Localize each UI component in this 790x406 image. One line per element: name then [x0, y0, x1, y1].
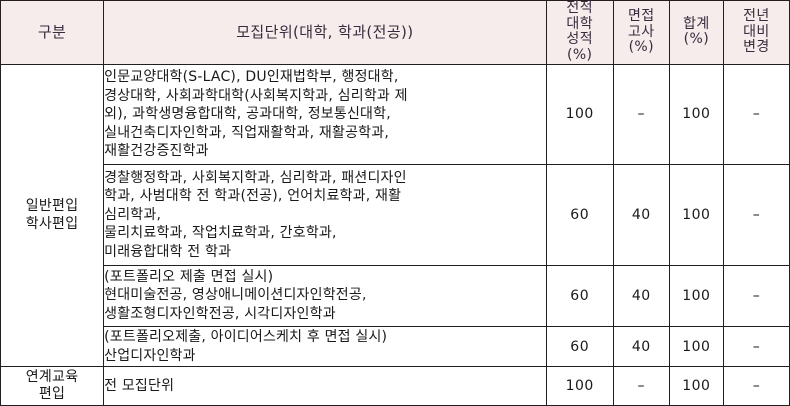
table-row: 연계교육 편입 전 모집단위 100 – 100 –	[0, 366, 790, 406]
unit-cell: 경찰행정학과, 사회복지학과, 심리학과, 패션디자인 학과, 사범대학 전 학…	[103, 164, 547, 266]
category-line-2: 학사편입	[25, 215, 79, 232]
change-value: –	[722, 164, 790, 266]
unit-line: (포트폴리오제출, 아이디어스케치 후 면접 실시)	[104, 328, 388, 345]
total-stack: 합계 (%)	[670, 15, 723, 48]
column-header-prev-score: 전적 대학 성적 (%)	[545, 0, 614, 65]
column-header-change: 전년 대비 변경	[722, 0, 790, 65]
unit-line: 현대미술전공, 영상애니메이션디자인학전공,	[104, 287, 367, 304]
column-header-gubun: 구분	[0, 0, 105, 65]
interview-value: 40	[612, 164, 670, 266]
table-header: 구분 모집단위(대학, 학과(전공)) 전적 대학 성적 (%) 면접 고사 (…	[0, 0, 790, 65]
unit-line: 실내건축디자인학과, 직업재활학과, 재활공학과,	[104, 124, 389, 141]
total-line-2: (%)	[683, 31, 710, 48]
unit-line: 경찰행정학과, 사회복지학과, 심리학과, 패션디자인	[104, 169, 407, 186]
table-row: 경찰행정학과, 사회복지학과, 심리학과, 패션디자인 학과, 사범대학 전 학…	[1, 164, 790, 266]
unit-cell: (포트폴리오 제출 면접 실시) 현대미술전공, 영상애니메이션디자인학전공, …	[103, 264, 547, 327]
interview-value: 40	[612, 264, 670, 327]
unit-line: 인문교양대학(S-LAC), DU인재법학부, 행정대학,	[104, 68, 399, 85]
total-value: 100	[668, 366, 724, 406]
change-line-2: 대비	[743, 23, 770, 40]
prev-score-line-1: 전적	[566, 0, 593, 16]
unit-line: (포트폴리오 제출 면접 실시)	[104, 268, 274, 285]
table-row: (포트폴리오 제출 면접 실시) 현대미술전공, 영상애니메이션디자인학전공, …	[1, 264, 790, 327]
column-header-total: 합계 (%)	[668, 0, 724, 65]
change-value: –	[722, 63, 790, 166]
interview-line-1: 면접	[628, 7, 655, 24]
table-row: (포트폴리오제출, 아이디어스케치 후 면접 실시) 산업디자인학과 60 40…	[1, 325, 790, 368]
total-value: 100	[668, 264, 724, 327]
prev-score-line-3: 성적	[566, 31, 593, 48]
change-value: –	[722, 264, 790, 327]
interview-stack: 면접 고사 (%)	[614, 7, 669, 56]
category-line-2: 편입	[38, 386, 66, 403]
unit-line: 생활조형디자인학전공, 시각디자인학과	[104, 306, 336, 323]
unit-line: 물리치료학과, 작업치료학과, 간호학과,	[104, 225, 337, 242]
table-body: 일반편입 학사편입 인문교양대학(S-LAC), DU인재법학부, 행정대학, …	[0, 63, 790, 406]
unit-cell: (포트폴리오제출, 아이디어스케치 후 면접 실시) 산업디자인학과	[103, 325, 547, 368]
header-row: 구분 모집단위(대학, 학과(전공)) 전적 대학 성적 (%) 면접 고사 (…	[0, 0, 790, 65]
prev-score-stack: 전적 대학 성적 (%)	[547, 0, 613, 64]
total-value: 100	[668, 63, 724, 166]
change-line-1: 전년	[743, 7, 770, 24]
table-row: 일반편입 학사편입 인문교양대학(S-LAC), DU인재법학부, 행정대학, …	[0, 63, 790, 368]
total-value: 100	[668, 325, 724, 368]
prev-score-value: 60	[545, 325, 614, 368]
prev-score-value: 100	[545, 366, 614, 406]
unit-line: 학과, 사범대학 전 학과(전공), 언어치료학과, 재활	[104, 188, 402, 205]
unit-line: 산업디자인학과	[104, 347, 196, 364]
unit-line: 전 모집단위	[104, 377, 175, 394]
interview-value: 40	[612, 325, 670, 368]
prev-score-line-2: 대학	[566, 15, 593, 32]
category-cell-linked-education-transfer: 연계교육 편입	[0, 366, 105, 406]
unit-line: 외), 과학생명융합대학, 공과대학, 정보통신대학,	[104, 106, 391, 123]
change-stack: 전년 대비 변경	[724, 7, 789, 56]
unit-line: 심리학과,	[104, 206, 162, 223]
unit-line: 경상대학, 사회과학대학(사회복지학과, 심리학과 제	[104, 87, 408, 104]
total-value: 100	[668, 164, 724, 266]
prev-score-value: 60	[545, 264, 614, 327]
change-value: –	[722, 325, 790, 368]
prev-score-line-4: (%)	[566, 47, 593, 64]
prev-score-value: 100	[545, 63, 614, 166]
unit-line: 재활건강증진학과	[104, 143, 209, 160]
change-line-3: 변경	[743, 39, 770, 56]
column-header-interview: 면접 고사 (%)	[612, 0, 670, 65]
category-line-1: 연계교육	[25, 368, 79, 385]
prev-score-value: 60	[545, 164, 614, 266]
interview-value: –	[612, 63, 670, 166]
unit-line: 미래융합대학 전 학과	[104, 243, 232, 260]
interview-line-3: (%)	[628, 39, 654, 56]
interview-line-2: 고사	[628, 23, 655, 40]
category-line-1: 일반편입	[25, 198, 79, 215]
unit-cell: 전 모집단위	[103, 366, 547, 406]
category-cell-general-transfer: 일반편입 학사편입	[0, 63, 105, 368]
change-value: –	[722, 366, 790, 406]
unit-cell: 인문교양대학(S-LAC), DU인재법학부, 행정대학, 경상대학, 사회과학…	[103, 63, 547, 166]
interview-value: –	[612, 366, 670, 406]
column-header-unit: 모집단위(대학, 학과(전공))	[103, 0, 547, 65]
total-line-1: 합계	[683, 15, 710, 32]
